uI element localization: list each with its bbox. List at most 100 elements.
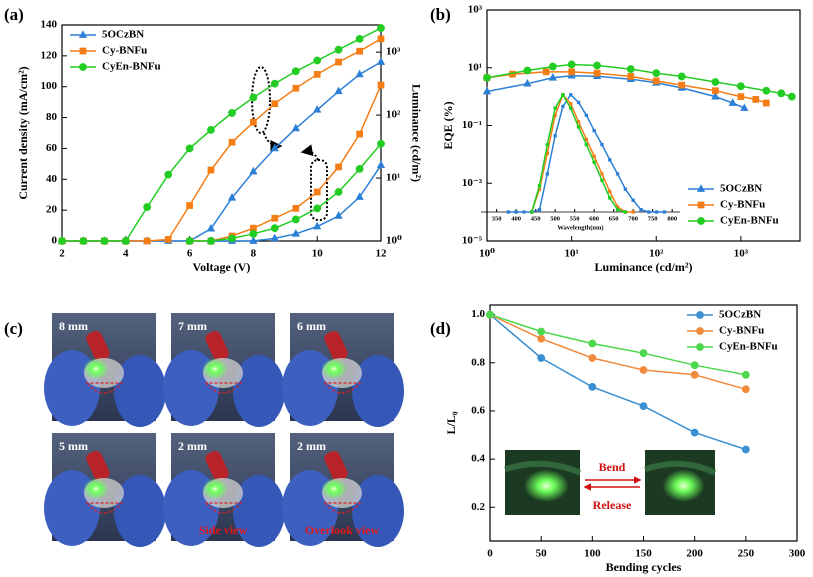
inset-point	[506, 210, 510, 214]
data-point	[711, 78, 720, 86]
legend-marker	[79, 63, 87, 71]
legend-marker	[696, 343, 704, 351]
series-line	[508, 93, 665, 213]
legend-marker	[696, 311, 704, 319]
y2-tick-label: 10²	[386, 109, 401, 121]
luminance-point	[313, 188, 321, 196]
inset-point	[608, 158, 612, 162]
inset-photo-shape	[643, 460, 717, 476]
y-tick-label: 60	[46, 142, 58, 154]
inset-photo-glow	[523, 469, 569, 502]
series-line	[530, 93, 634, 213]
x-tick-label: 10¹	[564, 248, 578, 260]
luminance-point	[377, 139, 385, 148]
data-point	[741, 370, 750, 379]
data-point	[777, 89, 786, 98]
inset-point	[537, 183, 542, 188]
luminance-point	[249, 229, 258, 238]
series-line	[489, 314, 747, 451]
inset-x-tick-label: 750	[648, 215, 658, 222]
data-point	[639, 349, 648, 358]
inset-point	[662, 210, 667, 214]
inset-point	[631, 198, 635, 203]
inset-point	[639, 208, 643, 212]
data-point	[249, 93, 258, 102]
inset-point	[569, 101, 573, 106]
inset-x-tick-label: 550	[570, 215, 580, 222]
x-tick-label: 8	[251, 248, 257, 260]
inset-point	[592, 160, 597, 165]
y2-tick-label: 10⁰	[386, 235, 402, 247]
data-point	[588, 339, 597, 348]
inset-point	[553, 134, 557, 138]
data-point	[334, 86, 343, 95]
x-tick-label: 150	[635, 548, 652, 560]
luminance-point	[270, 224, 279, 233]
y-tick-label: 0.8	[471, 356, 485, 368]
y-tick-label: 0.6	[471, 404, 485, 416]
data-point	[121, 237, 130, 245]
inset-point	[600, 172, 604, 176]
data-point	[762, 86, 771, 95]
data-point	[335, 58, 342, 66]
inset-x-tick-label: 600	[589, 215, 599, 222]
inset-point	[615, 207, 620, 212]
luminance-point	[185, 237, 194, 245]
x-tick-label: 10³	[734, 248, 749, 260]
data-point	[548, 62, 557, 71]
dotted-ellipse	[251, 66, 271, 134]
data-point	[356, 47, 363, 55]
photo-label: 2 mm	[178, 439, 207, 453]
data-point	[787, 92, 796, 101]
data-point	[164, 170, 173, 179]
data-point	[227, 193, 237, 201]
photo-caption: Overlook view	[305, 523, 380, 537]
data-point	[568, 68, 575, 76]
y2-tick-label: 10¹	[386, 172, 400, 184]
inset-point	[647, 210, 651, 214]
data-point	[355, 69, 364, 78]
legend-label: Cy-BNFu	[719, 325, 764, 337]
luminance-point	[228, 234, 236, 243]
luminance-point	[313, 221, 322, 230]
bend-indicator	[85, 382, 124, 394]
data-point	[100, 237, 109, 245]
annotation: Release	[593, 498, 632, 512]
series-line	[489, 313, 746, 376]
inset-point	[545, 142, 550, 147]
photo-emission	[202, 478, 228, 500]
data-point	[270, 143, 279, 152]
y-tick-label: 1.0	[471, 308, 485, 320]
legend-marker	[697, 201, 705, 209]
inset-point	[584, 113, 589, 117]
y-tick-label: 10⁻¹	[462, 119, 482, 131]
data-point	[762, 99, 770, 107]
inset-x-tick-label: 800	[667, 215, 677, 222]
photo-glove	[233, 475, 285, 547]
series-line	[486, 71, 767, 104]
legend-marker	[696, 184, 706, 192]
x-tick-label: 12	[376, 248, 388, 260]
data-point	[270, 79, 279, 88]
bend-indicator	[85, 502, 124, 514]
photo-emission	[321, 358, 347, 380]
y-tick-label: 0.2	[471, 501, 485, 513]
inset-point	[592, 154, 596, 158]
data-point	[593, 61, 601, 70]
legend-label: CyEn-BNFu	[102, 61, 161, 73]
data-point	[752, 96, 760, 103]
inset-point	[537, 208, 542, 212]
data-point	[313, 105, 322, 113]
data-point	[206, 223, 216, 232]
photo-glove	[114, 475, 166, 547]
data-point	[291, 67, 300, 76]
data-point	[228, 138, 236, 146]
luminance-point	[334, 211, 343, 219]
data-point	[627, 73, 635, 80]
data-point	[486, 310, 494, 319]
luminance-point	[355, 164, 364, 173]
legend-label: Cy-BNFu	[720, 199, 765, 211]
dotted-arrow	[300, 144, 319, 161]
y-axis-title: L/L₀	[444, 411, 458, 434]
